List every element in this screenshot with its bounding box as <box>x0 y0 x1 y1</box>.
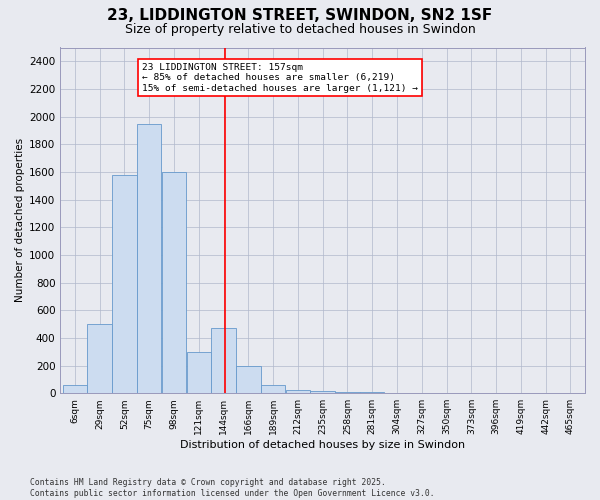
Bar <box>558 392 583 393</box>
Bar <box>162 172 186 393</box>
X-axis label: Distribution of detached houses by size in Swindon: Distribution of detached houses by size … <box>180 440 465 450</box>
Bar <box>310 391 335 393</box>
Bar <box>62 385 87 393</box>
Bar <box>88 324 112 393</box>
Bar <box>187 352 211 393</box>
Y-axis label: Number of detached properties: Number of detached properties <box>15 138 25 302</box>
Bar <box>137 124 161 393</box>
Text: Contains HM Land Registry data © Crown copyright and database right 2025.
Contai: Contains HM Land Registry data © Crown c… <box>30 478 434 498</box>
Bar <box>112 174 137 393</box>
Text: 23, LIDDINGTON STREET, SWINDON, SN2 1SF: 23, LIDDINGTON STREET, SWINDON, SN2 1SF <box>107 8 493 22</box>
Bar <box>360 392 385 393</box>
Bar <box>335 392 359 393</box>
Bar <box>385 392 409 393</box>
Bar <box>211 328 236 393</box>
Text: Size of property relative to detached houses in Swindon: Size of property relative to detached ho… <box>125 22 475 36</box>
Bar <box>236 366 260 393</box>
Bar <box>261 385 286 393</box>
Text: 23 LIDDINGTON STREET: 157sqm
← 85% of detached houses are smaller (6,219)
15% of: 23 LIDDINGTON STREET: 157sqm ← 85% of de… <box>142 62 418 92</box>
Bar <box>286 390 310 393</box>
